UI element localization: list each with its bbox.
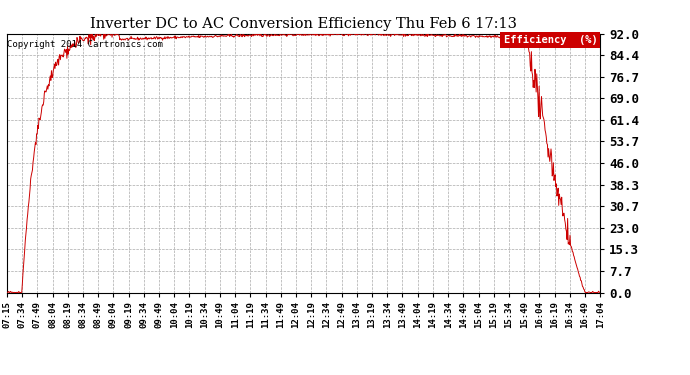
Text: Efficiency  (%): Efficiency (%) [504, 35, 598, 45]
Title: Inverter DC to AC Conversion Efficiency Thu Feb 6 17:13: Inverter DC to AC Conversion Efficiency … [90, 17, 517, 31]
Text: Copyright 2014 Cartronics.com: Copyright 2014 Cartronics.com [8, 40, 164, 49]
